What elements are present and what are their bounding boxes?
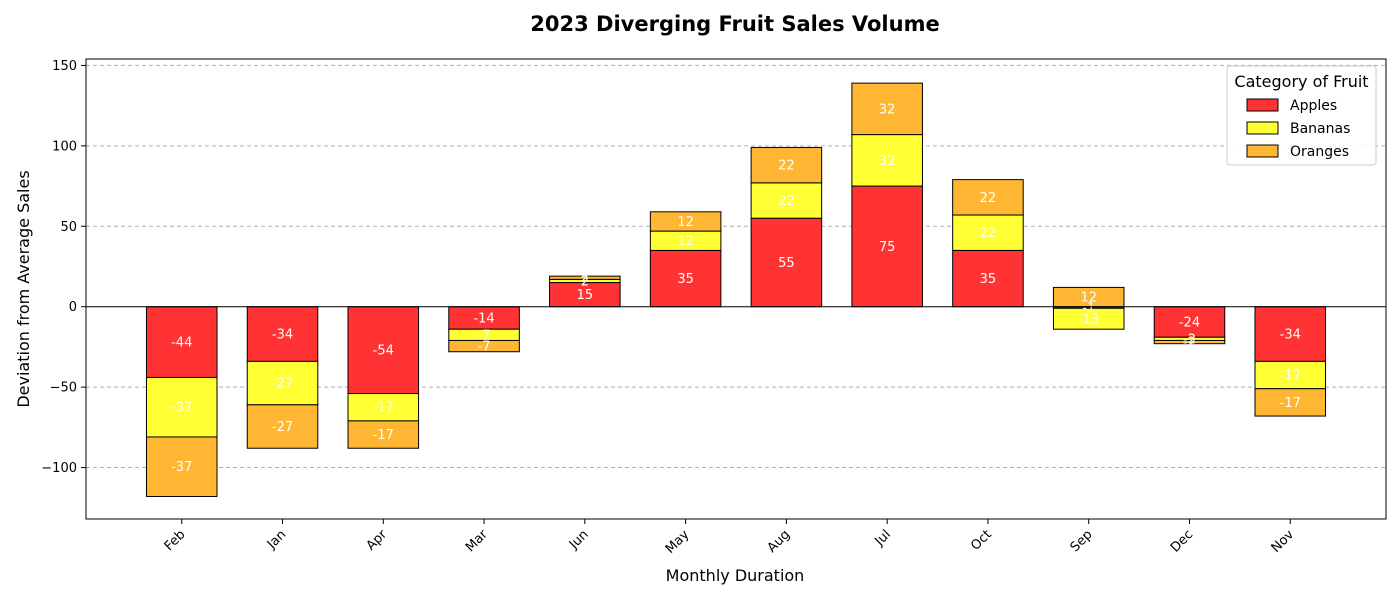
y-tick-label: 150 xyxy=(52,59,77,74)
bar-apples-jul xyxy=(851,185,923,308)
bar-oranges-aug xyxy=(750,146,823,184)
bar-apples-feb xyxy=(145,306,218,378)
legend-box xyxy=(1226,65,1377,166)
bar-apples-nov xyxy=(1254,306,1327,362)
bar-value-label: 2 xyxy=(581,271,589,286)
y-tick-label: 50 xyxy=(60,220,77,235)
y-tick-label: 0 xyxy=(69,300,77,315)
bar-bananas-aug xyxy=(750,182,823,219)
bar-value-label: -44 xyxy=(171,336,192,351)
x-tick-label: Nov xyxy=(1269,527,1298,556)
bar-value-label: 55 xyxy=(778,256,795,271)
bar-value-label: 2 xyxy=(581,274,589,289)
x-tick-label: Jun xyxy=(566,527,592,553)
bar-value-label: -37 xyxy=(171,401,192,416)
legend-label-bananas: Bananas xyxy=(1290,121,1350,137)
bar-value-label: -13 xyxy=(1078,312,1099,327)
bar-bananas-feb xyxy=(145,376,218,438)
bar-value-label: -27 xyxy=(272,420,293,435)
bar-apples-dec xyxy=(1153,306,1226,338)
bar-bananas-oct xyxy=(952,214,1024,251)
bar-oranges-mar xyxy=(448,339,520,353)
bar-value-label: 75 xyxy=(879,240,896,255)
bar-apples-jun xyxy=(549,282,621,308)
legend-label-oranges: Oranges xyxy=(1290,144,1349,160)
x-axis-label: Monthly Duration xyxy=(666,566,805,585)
bar-oranges-nov xyxy=(1254,388,1327,417)
bars-layer xyxy=(145,82,1327,497)
bar-value-label: -14 xyxy=(473,311,494,326)
legend-label-apples: Apples xyxy=(1290,98,1337,114)
bar-value-label: 12 xyxy=(677,215,694,230)
bar-value-label: -17 xyxy=(373,428,394,443)
bar-value-label: -17 xyxy=(373,401,394,416)
bar-value-label: 32 xyxy=(879,102,896,117)
bar-value-label: 12 xyxy=(677,234,694,249)
bar-value-label: -34 xyxy=(272,328,293,343)
bar-oranges-dec xyxy=(1153,339,1226,345)
bar-value-label: -7 xyxy=(478,328,491,343)
bar-oranges-oct xyxy=(952,179,1024,216)
bar-value-label: -54 xyxy=(373,344,394,359)
bar-oranges-jul xyxy=(851,82,923,136)
legend-swatch-bananas xyxy=(1246,121,1279,135)
x-tick-label: Apr xyxy=(364,527,391,554)
x-tick-label: Aug xyxy=(765,527,794,556)
bar-oranges-apr xyxy=(347,420,420,449)
bar-bananas-sep xyxy=(1052,307,1125,330)
bar-value-label: -37 xyxy=(171,460,192,475)
legend-swatch-oranges xyxy=(1246,144,1279,158)
bar-value-label: -1 xyxy=(1082,301,1095,316)
bar-value-label: -24 xyxy=(1179,315,1200,330)
bar-bananas-nov xyxy=(1254,360,1327,390)
chart-title: 2023 Diverging Fruit Sales Volume xyxy=(530,12,939,36)
x-tick-label: Sep xyxy=(1068,527,1096,555)
bar-value-label: -2 xyxy=(1183,336,1196,351)
legend: Category of Fruit Apples Bananas Oranges xyxy=(1226,65,1377,166)
bar-bananas-jul xyxy=(851,134,923,187)
legend-title: Category of Fruit xyxy=(1234,72,1368,91)
bar-value-label: -7 xyxy=(478,340,491,355)
bar-value-label: -2 xyxy=(1183,332,1196,347)
y-tick-label: −100 xyxy=(41,461,77,476)
x-tick-label: Mar xyxy=(463,527,491,555)
x-tick-label: Jan xyxy=(264,527,289,552)
bar-value-label: -34 xyxy=(1280,328,1301,343)
bar-value-label: -17 xyxy=(1280,396,1301,411)
y-tick-label: −50 xyxy=(50,381,77,396)
x-tick-label: Feb xyxy=(162,527,189,554)
bar-value-label: 35 xyxy=(677,272,694,287)
bar-value-label: 35 xyxy=(980,272,997,287)
bar-apples-jan xyxy=(246,306,319,362)
x-tick-label: May xyxy=(663,527,693,557)
bar-bananas-apr xyxy=(347,393,420,422)
bar-oranges-may xyxy=(649,211,722,232)
bar-value-label: 12 xyxy=(1080,291,1097,306)
bar-oranges-jun xyxy=(549,275,621,280)
bar-value-label: 22 xyxy=(778,159,795,174)
bar-apples-may xyxy=(649,249,722,308)
bar-value-label: 22 xyxy=(778,194,795,209)
bar-oranges-feb xyxy=(145,436,218,497)
bar-value-label: 22 xyxy=(980,191,997,206)
bar-value-label: 22 xyxy=(980,226,997,241)
bar-value-label: 15 xyxy=(577,288,594,303)
bar-apples-oct xyxy=(952,249,1024,308)
legend-swatch-apples xyxy=(1246,98,1279,112)
plot-frame xyxy=(85,58,1387,520)
x-tick-label: Oct xyxy=(968,527,995,554)
bar-value-label: -17 xyxy=(1280,369,1301,384)
bar-apples-aug xyxy=(750,217,823,308)
y-tick-label: 100 xyxy=(52,139,77,154)
x-tick-label: Jul xyxy=(872,527,894,549)
x-tick-label: Dec xyxy=(1168,527,1196,555)
bar-labels-layer: -44 -37 -37 -34 -27 -27 -54 -17 -17 -14 -7-7 15 22 35… xyxy=(171,102,1301,475)
bar-oranges-jan xyxy=(246,404,319,449)
y-axis-label: Deviation from Average Sales xyxy=(14,170,33,407)
bar-value-label: 32 xyxy=(879,154,896,169)
bar-value-label: -27 xyxy=(272,377,293,392)
